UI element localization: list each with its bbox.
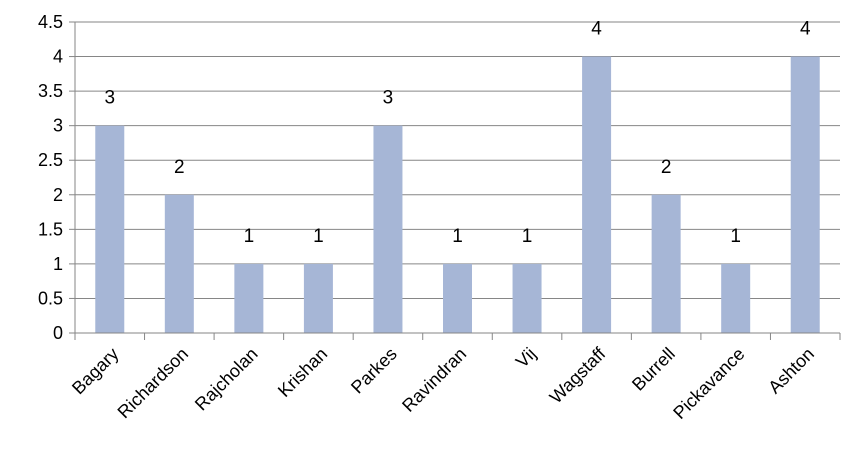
bar: [582, 56, 612, 334]
labels: 0 0.5 1 1.5 2 2.5 3 3.5 4 4.5 3 Bagary 2 Richardson 1 R…: [38, 12, 818, 423]
bar: [95, 125, 125, 334]
y-tick-label: 3: [53, 116, 63, 136]
y-tick-label: 2: [53, 185, 63, 205]
x-tick-label: Ravindran: [398, 344, 470, 416]
bar: [512, 263, 542, 333]
y-tick-label: 1.5: [38, 219, 63, 239]
data-label: 1: [452, 226, 463, 247]
bar: [303, 263, 333, 333]
bar: [373, 125, 403, 334]
bars: [95, 56, 820, 334]
y-tick-label: 4.5: [38, 12, 63, 32]
x-tick-label: Ashton: [764, 344, 818, 398]
data-label: 1: [522, 226, 533, 247]
y-tick-label: 1: [53, 254, 63, 274]
bar: [234, 263, 264, 333]
bar: [790, 56, 820, 334]
data-label: 2: [174, 157, 185, 178]
bar: [721, 263, 751, 333]
axes: [69, 21, 841, 340]
data-label: 3: [104, 88, 115, 109]
bar: [651, 194, 681, 333]
x-tick-label: Wagstaff: [546, 343, 610, 407]
data-label: 1: [730, 226, 741, 247]
x-tick-label: Burrell: [628, 344, 679, 395]
y-tick-label: 3.5: [38, 81, 63, 101]
x-tick-label: Krishan: [274, 344, 331, 401]
gridlines: [75, 21, 840, 299]
x-tick-label: Bagary: [68, 344, 122, 398]
x-tick-label: Parkes: [347, 344, 401, 398]
data-label: 1: [244, 226, 255, 247]
x-tick-label: Richardson: [114, 344, 193, 423]
y-tick-label: 0.5: [38, 288, 63, 308]
y-tick-label: 0: [53, 323, 63, 343]
data-label: 4: [800, 19, 811, 40]
bar: [443, 263, 472, 333]
y-tick-label: 2.5: [38, 150, 63, 170]
data-label: 4: [591, 19, 602, 40]
data-label: 3: [383, 88, 394, 109]
x-tick-label: Vij: [512, 344, 540, 372]
bar: [164, 194, 194, 333]
data-label: 2: [661, 157, 672, 178]
data-label: 1: [313, 226, 324, 247]
x-tick-label: Pickavance: [669, 344, 748, 423]
x-tick-label: Rajcholan: [191, 344, 262, 415]
y-tick-label: 4: [53, 47, 63, 67]
